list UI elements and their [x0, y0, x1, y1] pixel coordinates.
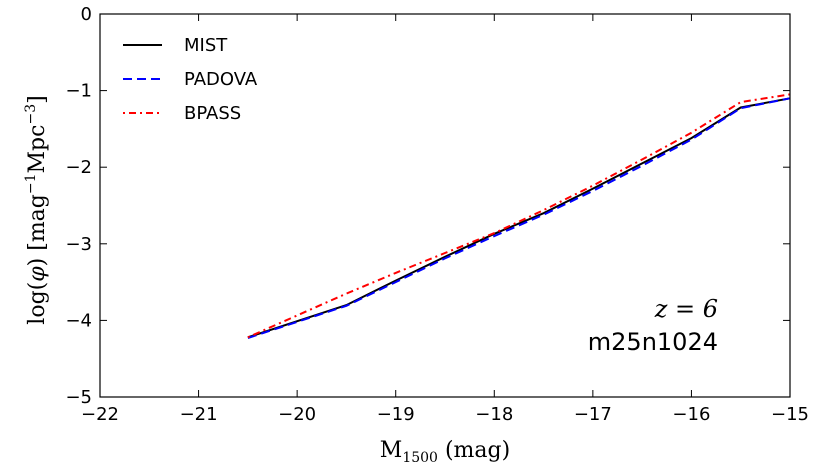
y-axis-label-exp2: −3: [23, 104, 39, 125]
y-axis-label-pre: log(: [25, 282, 50, 325]
x-tick-label: −22: [81, 404, 119, 425]
y-axis-label-mpc: Mpc: [25, 125, 50, 174]
y-tick-label: 0: [81, 4, 92, 25]
x-tick-label: −21: [180, 404, 218, 425]
y-axis-label-post: ]: [25, 95, 50, 104]
legend: MIST PADOVA BPASS: [123, 35, 258, 124]
plot-area: [100, 14, 790, 397]
y-tick-label: −4: [65, 310, 92, 331]
ticks-layer: −22 −21 −20 −19 −18 −17 −16 −15 −5 −4 −3 −2 −1 0: [65, 4, 809, 425]
series-line-mist: [247, 97, 791, 339]
redshift-annotation: z = 6: [654, 295, 718, 323]
simulation-annotation: m25n1024: [588, 328, 718, 356]
x-tick-label: −20: [278, 404, 316, 425]
x-axis-label: M1500 (mag): [380, 438, 510, 466]
series-line-padova: [247, 97, 791, 339]
x-axis-label-unit: (mag): [438, 438, 510, 463]
legend-label-bpass: BPASS: [184, 103, 241, 124]
y-tick-label: −5: [65, 387, 92, 408]
x-axis-label-main: M: [380, 438, 403, 463]
x-tick-label: −17: [574, 404, 612, 425]
legend-label-mist: MIST: [184, 35, 228, 56]
y-tick-label: −2: [65, 157, 92, 178]
x-tick-label: −16: [672, 404, 710, 425]
y-axis-label-mid: ) [mag: [25, 194, 50, 266]
x-tick-label: −15: [771, 404, 809, 425]
y-tick-label: −1: [65, 81, 92, 102]
x-axis-label-sub: 1500: [402, 450, 438, 466]
x-tick-label: −19: [377, 404, 415, 425]
y-axis-label-exp1: −1: [23, 173, 39, 194]
plot-frame: [99, 13, 791, 398]
series-layer: [247, 93, 791, 339]
y-axis-label-phi: φ: [25, 266, 50, 282]
x-tick-label: −18: [475, 404, 513, 425]
series-line-bpass: [247, 93, 791, 339]
y-axis-label: log(φ) [mag−1Mpc−3]: [23, 95, 50, 324]
legend-label-padova: PADOVA: [184, 69, 258, 90]
y-tick-label: −3: [65, 234, 92, 255]
